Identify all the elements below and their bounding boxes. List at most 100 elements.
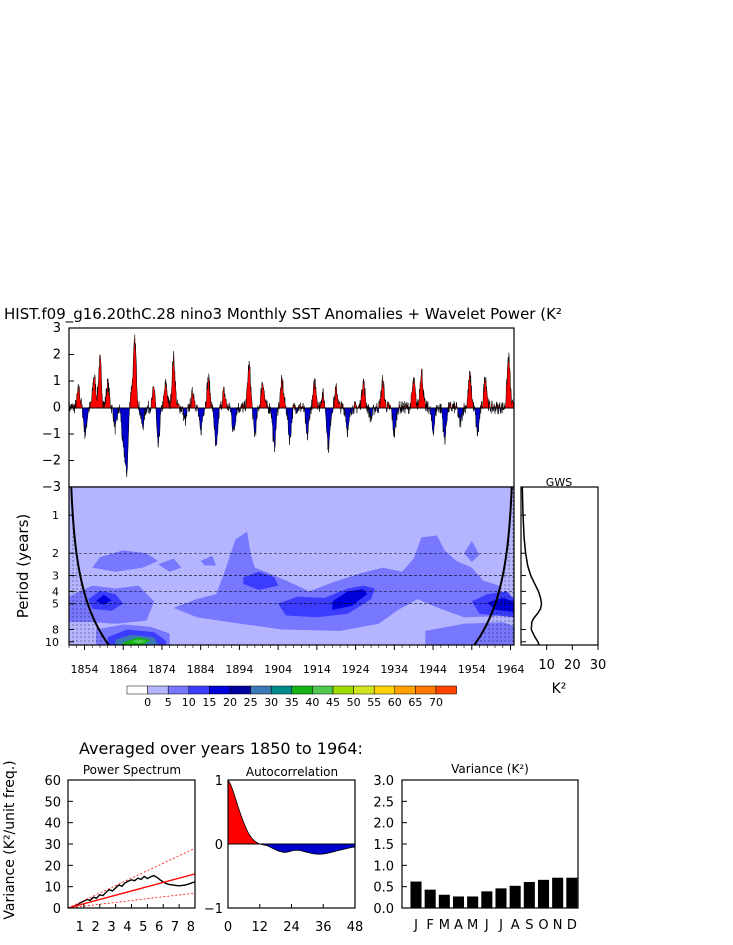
colorbar-swatch [353,685,375,695]
colorbar-label: 50 [347,696,361,709]
autocorrelation-x-tick-label: 0 [224,920,232,935]
variance-x-tick-label: J [498,918,503,933]
variance-x-tick-label: F [426,918,433,933]
gws-frame [520,486,599,646]
power-spectrum-y-tick-label: 0 [53,902,61,917]
colorbar-label: 45 [326,696,340,709]
variance-y-tick-label: 0.5 [373,881,394,896]
variance-bar [509,885,521,908]
gws-spectrum-line [521,486,543,646]
power-spectrum-upper_bound-line [67,847,196,909]
wavelet-contour-region [130,639,147,644]
variance-bar [452,896,465,908]
colorbar-label: 60 [388,696,402,709]
variance-bar [481,891,493,908]
autocorrelation-positive-area [228,780,355,844]
wavelet-contour-region [92,550,159,572]
anomaly-y-tick-label: −1 [42,427,61,442]
wavelet-x-tick-label: 1864 [109,663,137,676]
wavelet-x-tick-label: 1934 [380,663,408,676]
variance-y-tick-label: 2.5 [373,795,394,810]
variance-y-tick-label: 1.5 [373,838,394,853]
wavelet-y-tick-label: 8 [52,624,59,637]
autocorrelation-x-tick-label: 48 [347,920,364,935]
variance-x-tick-label: M [439,918,450,933]
wavelet-x-tick-label: 1894 [225,663,253,676]
colorbar-swatch [394,685,416,695]
anomaly-y-tick-label: 1 [53,374,61,389]
variance-x-tick-label: O [538,918,548,933]
colorbar-label: 70 [429,696,443,709]
colorbar-label: 0 [144,696,151,709]
power-spectrum-y-tick-label: 30 [44,838,61,853]
anomaly-panel: 3 2 1 0 −1 −2 −3 [42,321,515,495]
variance-y-tick-label: 2.0 [373,817,394,832]
colorbar-label: 20 [223,696,237,709]
power-spectrum-x-tick-label: 3 [107,920,115,935]
power-spectrum-y-tick-label: 50 [44,795,61,810]
gws-x-tick-label: 30 [590,658,607,673]
colorbar-swatch [373,685,396,695]
power-spectrum-x-tick-label: 1 [76,920,84,935]
power-spectrum-title: Power Spectrum [83,763,181,777]
colorbar-swatch [270,685,293,695]
colorbar-swatch [126,685,148,695]
colorbar-label: 35 [285,696,299,709]
variance-x-tick-label: N [553,918,563,933]
gws-x-axis-label: K² [552,681,567,697]
colorbar-swatch [312,685,334,695]
wavelet-y-tick-label: 3 [52,570,59,583]
wavelet-x-tick-label: 1954 [458,663,486,676]
wavelet-y-tick-label: 10 [45,636,59,649]
variance-frame [401,779,579,909]
colorbar-label: 65 [408,696,422,709]
autocorrelation-negative-area [228,844,355,855]
colorbar-label: 40 [305,696,319,709]
wavelet-y-axis-label: Period (years) [14,514,32,619]
variance-bar [424,889,436,908]
variance-bar [552,877,564,908]
power-spectrum-x-tick-label: 4 [123,920,131,935]
wavelet-contour-region [158,558,182,572]
power-spectrum-spectrum-line [72,874,196,908]
power-spectrum-x-tick-label: 6 [155,920,163,935]
autocorrelation-y-tick-label: 0 [215,838,223,853]
anomaly-y-tick-label: 0 [53,401,61,416]
wavelet-contour-region [173,531,503,631]
colorbar: 0 5 10 15 20 25 30 35 40 45 50 55 60 65 70 [126,685,457,709]
power-spectrum-y-tick-label: 20 [44,859,61,874]
anomaly-y-tick-label: 2 [53,348,61,363]
wavelet-y-tick-label: 5 [52,598,59,611]
colorbar-label: 5 [165,696,172,709]
variance-x-tick-label: A [511,918,520,933]
variance-y-tick-label: 1.0 [373,859,394,874]
anomaly-y-tick-label: −2 [42,454,61,469]
power-spectrum-x-tick-label: 2 [91,920,99,935]
autocorrelation-x-tick-label: 12 [251,920,268,935]
variance-x-tick-label: J [484,918,489,933]
power-spectrum-red_noise-line [67,873,196,909]
wavelet-contour-region [200,555,217,566]
variance-title: Variance (K²) [451,762,529,776]
variance-x-tick-label: D [567,918,577,933]
colorbar-swatch [415,685,437,695]
variance-y-tick-label: 0.0 [373,902,394,917]
wavelet-panel: 1 2 3 45 810 1854 1864 1874 1884 1894 1904 1914 192… [14,486,525,676]
wavelet-x-tick-label: 1884 [187,663,215,676]
autocorrelation-line [227,779,355,855]
colorbar-swatch [188,685,210,695]
colorbar-label: 25 [244,696,258,709]
colorbar-swatch [250,685,272,695]
variance-x-tick-label: M [467,918,478,933]
colorbar-label: 55 [367,696,381,709]
gws-title: GWS [546,476,572,489]
wavelet-x-tick-label: 1874 [148,663,176,676]
power-spectrum-frame [67,779,196,909]
colorbar-label: 30 [264,696,278,709]
anomaly-positive-area [69,334,514,408]
figure-title: HIST.f09_g16.20thC.28 nino3 Monthly SST … [4,305,562,324]
variance-bar [438,894,450,908]
colorbar-label: 15 [202,696,216,709]
